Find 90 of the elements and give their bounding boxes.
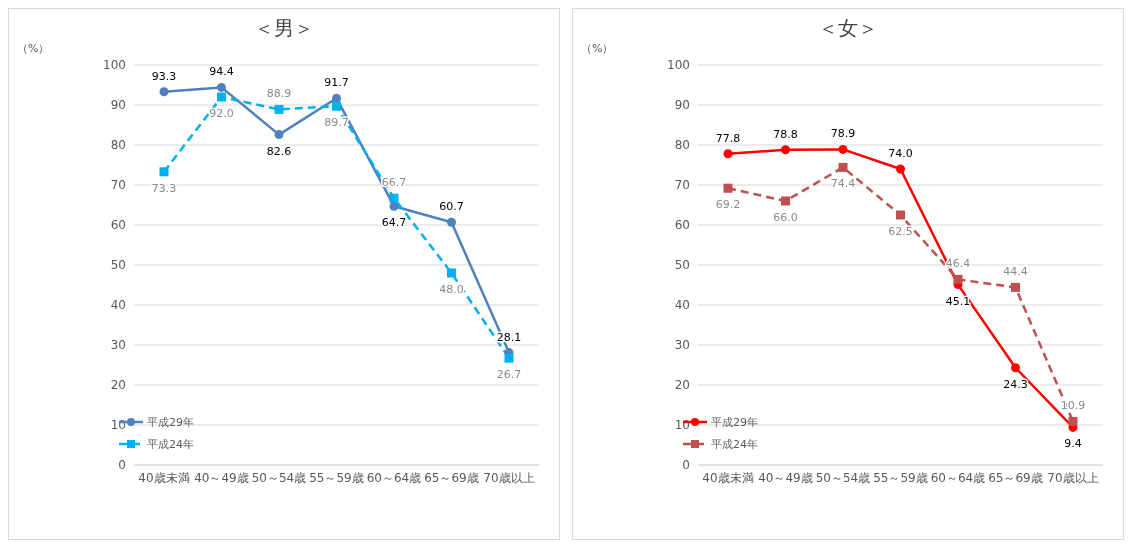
point	[504, 353, 514, 363]
point	[159, 167, 169, 177]
data-label: 66.0	[773, 211, 798, 224]
x-tick-label: 40～49歳	[194, 470, 249, 485]
data-label: 77.8	[715, 131, 741, 145]
data-label: 62.5	[888, 225, 913, 238]
data-label: 89.7	[324, 116, 349, 130]
point	[1011, 282, 1020, 292]
point	[723, 183, 733, 193]
data-label: 78.9	[830, 127, 856, 141]
y-tick-label: 50	[110, 258, 126, 273]
y-tick-label: 100	[667, 58, 690, 73]
chart-title: ＜女＞	[818, 16, 878, 40]
data-label: 48.0	[439, 283, 464, 296]
x-tick-label: 70歳以上	[483, 470, 535, 485]
y-tick-label: 90	[674, 98, 690, 113]
x-tick-label: 50～54歳	[815, 470, 871, 485]
legend-label: 平成29年	[711, 414, 758, 430]
point	[389, 193, 399, 203]
point	[159, 87, 169, 97]
data-label: 73.3	[151, 181, 177, 195]
point	[896, 210, 905, 220]
data-label: 78.8	[773, 127, 798, 141]
x-tick-label: 60～64歳	[930, 470, 986, 485]
y-tick-label: 40	[674, 298, 690, 313]
x-tick-label: 55～59歳	[309, 470, 364, 485]
data-label: 74.4	[830, 177, 856, 191]
y-tick-label: 80	[674, 138, 690, 153]
data-label: 64.7	[381, 216, 407, 230]
x-tick-label: 70歳以上	[1047, 470, 1099, 485]
x-tick-label: 50～54歳	[251, 470, 307, 485]
data-label: 9.4	[1064, 437, 1082, 451]
x-tick-label: 60～64歳	[366, 470, 422, 485]
y-tick-label: 90	[110, 98, 126, 113]
y-tick-label: 20	[674, 378, 690, 393]
point	[838, 144, 848, 154]
data-label: 69.2	[715, 198, 741, 212]
x-tick-label: 40歳未満	[702, 470, 754, 485]
y-tick-label: 50	[674, 258, 690, 273]
point	[781, 145, 790, 155]
point	[896, 164, 905, 174]
point	[447, 217, 456, 227]
data-label: 82.6	[266, 144, 292, 158]
legend-label: 平成29年	[147, 414, 194, 430]
data-label: 26.7	[496, 368, 522, 382]
legend-label: 平成24年	[147, 436, 194, 452]
data-label: 92.0	[209, 107, 234, 120]
y-tick-label: 30	[674, 338, 690, 353]
data-label: 94.4	[209, 65, 234, 79]
y-tick-label: 60	[110, 218, 126, 233]
y-tick-label: 0	[682, 458, 690, 473]
y-tick-label: 70	[110, 178, 126, 193]
point	[332, 93, 341, 103]
y-tick-label: 40	[110, 298, 126, 313]
y-tick-label: 0	[118, 458, 126, 473]
point	[332, 101, 341, 111]
y-tick-label: 100	[103, 58, 126, 73]
x-tick-label: 65～69歳	[988, 470, 1043, 485]
point	[723, 149, 733, 159]
data-label: 24.3	[1003, 377, 1028, 391]
point	[217, 82, 226, 92]
y-tick-label: 70	[674, 178, 690, 193]
point	[953, 274, 963, 284]
x-tick-label: 55～59歳	[873, 470, 928, 485]
data-label: 74.0	[888, 147, 913, 160]
legend-label: 平成24年	[711, 436, 758, 452]
point	[1068, 416, 1078, 426]
y-tick-label: 60	[674, 218, 690, 233]
y-tick-label: 20	[110, 378, 126, 393]
x-tick-label: 40～49歳	[758, 470, 813, 485]
point	[274, 130, 284, 140]
y-axis-title: （%）	[17, 41, 50, 56]
point	[781, 196, 790, 206]
chart-title: ＜男＞	[254, 16, 314, 40]
x-tick-label: 40歳未満	[138, 470, 190, 485]
data-label: 60.7	[439, 200, 464, 214]
data-label: 44.4	[1003, 265, 1028, 279]
point	[838, 162, 848, 172]
y-tick-label: 80	[110, 138, 126, 153]
y-axis-title: （%）	[581, 41, 614, 56]
point	[1011, 363, 1020, 373]
y-tick-label: 30	[110, 338, 126, 353]
point	[217, 92, 226, 102]
point	[447, 268, 456, 278]
data-label: 88.9	[266, 87, 292, 101]
data-label: 45.1	[945, 294, 971, 308]
data-label: 91.7	[324, 76, 349, 90]
x-tick-label: 65～69歳	[424, 470, 479, 485]
data-label: 93.3	[151, 69, 177, 83]
point	[274, 104, 284, 114]
